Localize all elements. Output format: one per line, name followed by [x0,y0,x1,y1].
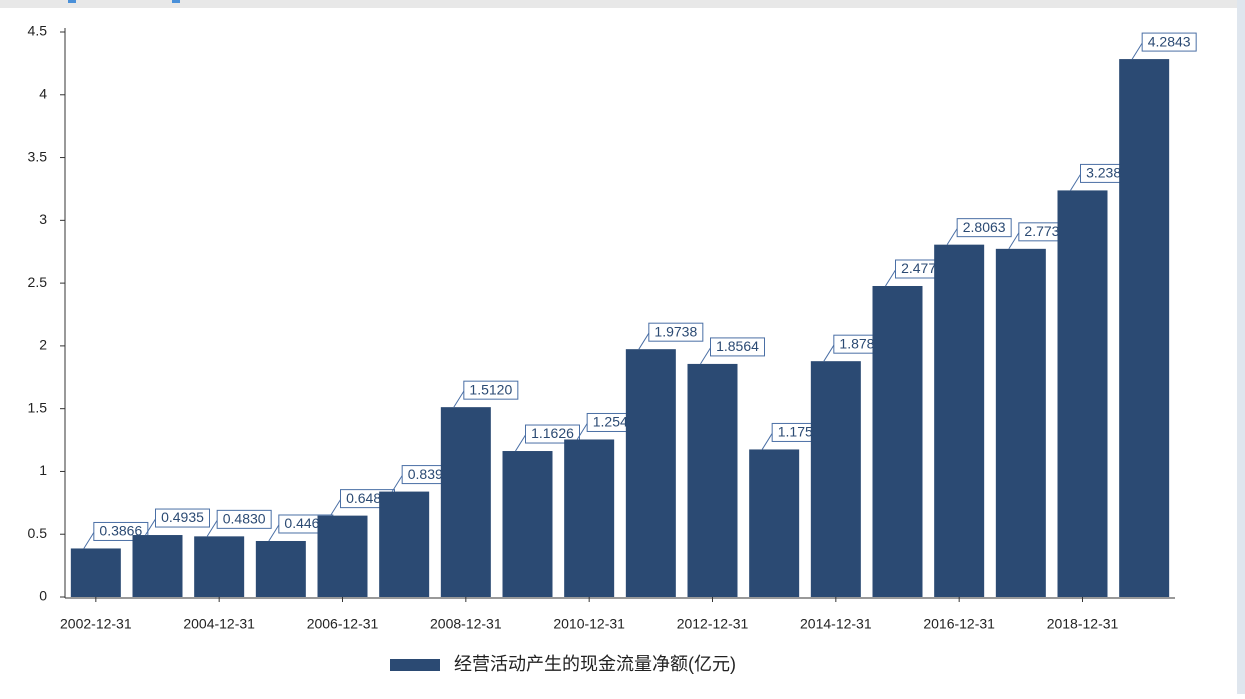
legend-swatch [390,659,440,671]
label-leader [330,499,341,516]
label-leader [83,532,95,549]
bar [872,285,923,597]
bar [995,248,1046,597]
x-tick-label: 2004-12-31 [183,616,255,632]
y-tick-label: 4.5 [28,23,48,39]
x-tick-label: 2010-12-31 [553,616,625,632]
value-label: 0.3866 [99,523,142,539]
y-tick-label: 0.5 [28,525,48,541]
y-tick-label: 4 [39,85,47,101]
bar [934,244,985,597]
value-label: 0.6481 [346,490,389,506]
label-leader [206,520,218,537]
bar [194,536,245,597]
label-leader [576,423,588,440]
label-box [216,509,272,529]
label-leader [145,518,156,536]
x-tick-label: 2002-12-31 [60,616,132,632]
y-tick-label: 3 [39,211,47,227]
value-label: 0.4461 [284,515,327,531]
bar [1057,190,1108,597]
label-leader [1070,174,1081,191]
label-box [1141,32,1197,52]
bar [440,407,491,597]
label-leader [268,524,280,542]
label-leader [823,344,835,362]
y-tick-label: 2.5 [28,274,48,290]
label-leader [761,433,773,450]
toolbar [0,0,1245,8]
label-leader [391,475,403,492]
bar [502,451,553,597]
bar [749,449,800,597]
value-label: 0.8396 [408,466,451,482]
label-leader [885,269,896,287]
bar [687,363,738,597]
value-label: 1.9738 [654,323,697,339]
label-box [155,508,210,528]
value-label: 2.7730 [1024,223,1067,239]
label-leader [1008,232,1020,250]
toolbar-icon [172,0,180,3]
bar [810,361,861,597]
x-tick-label: 2012-12-31 [677,616,749,632]
value-label: 1.1626 [531,425,574,441]
label-box [710,337,765,357]
label-leader [1131,42,1143,60]
x-tick-label: 2008-12-31 [430,616,502,632]
legend-label: 经营活动产生的现金流量净额(亿元) [454,654,736,674]
label-leader [946,228,958,245]
label-leader [638,332,650,350]
x-tick-label: 2006-12-31 [307,616,379,632]
label-box [525,424,580,444]
bar [1119,59,1170,597]
value-label: 2.4770 [901,260,944,276]
y-tick-label: 1.5 [28,399,48,415]
value-label: 0.4830 [223,511,266,527]
label-leader [700,347,711,365]
label-leader [515,434,526,452]
window-edge [1237,0,1245,694]
label-box [956,218,1012,238]
y-tick-label: 1 [39,462,47,478]
y-tick-label: 2 [39,337,47,353]
value-label: 1.8564 [716,338,759,354]
bar [317,515,368,597]
label-box [648,322,704,342]
y-tick-label: 3.5 [28,148,48,164]
bar [255,540,306,597]
label-box [463,380,519,400]
y-tick-label: 0 [39,588,47,604]
value-label: 1.1752 [778,424,821,440]
value-label: 4.2843 [1148,33,1191,49]
value-label: 1.8782 [839,335,882,351]
bar [70,548,121,597]
value-label: 2.8063 [963,219,1006,235]
toolbar-icon [68,0,76,3]
x-tick-label: 2018-12-31 [1047,616,1119,632]
bar [379,491,430,597]
x-tick-label: 2016-12-31 [923,616,995,632]
label-leader [453,390,465,408]
bar [564,439,615,597]
bar [132,535,183,597]
x-tick-label: 2014-12-31 [800,616,872,632]
value-label: 3.2383 [1086,165,1129,181]
bar [625,349,676,597]
value-label: 0.4935 [161,509,204,525]
value-label: 1.5120 [469,381,512,397]
value-label: 1.2546 [593,414,636,430]
